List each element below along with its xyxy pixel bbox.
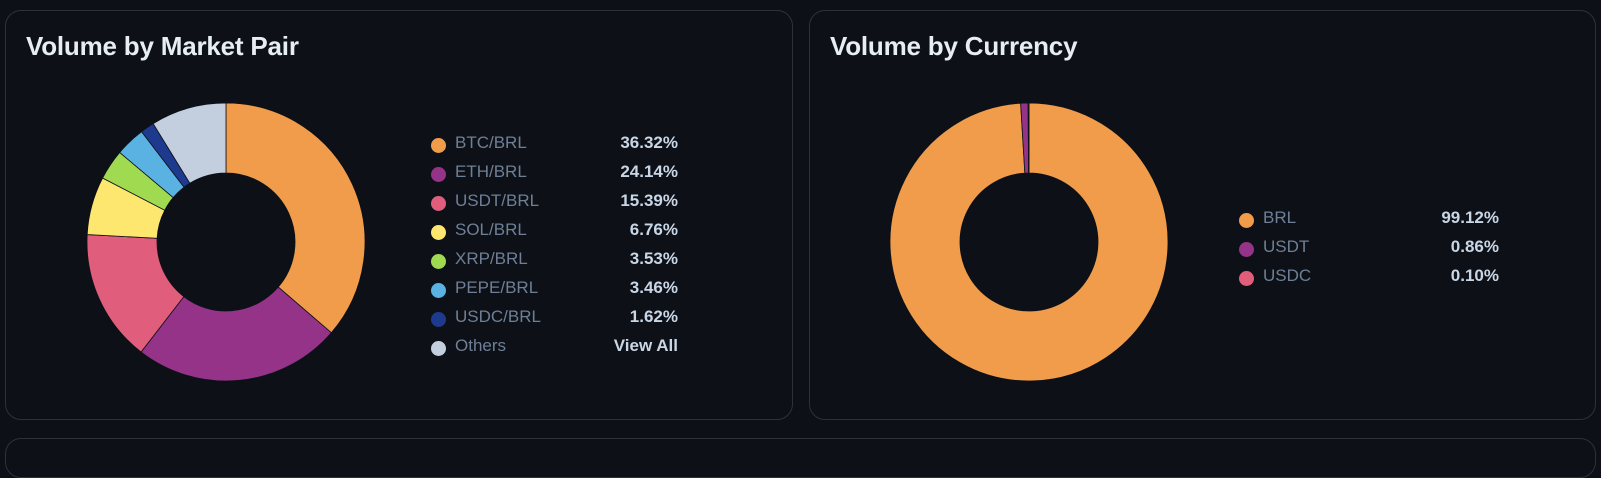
legend-item-eth-brl: ETH/BRL 24.14% [431,158,691,187]
legend-item-sol-brl: SOL/BRL 6.76% [431,216,691,245]
legend-label: XRP/BRL [455,249,528,268]
donut-slice-btc-brl[interactable] [225,102,366,334]
legend-value: 3.53% [629,249,678,268]
donut-slice-eth-brl[interactable] [140,286,332,382]
legend-label: ETH/BRL [455,162,527,181]
legend-color-dot [431,254,446,269]
legend-item-btc-brl: BTC/BRL 36.32% [431,129,691,158]
legend-item-usdt: USDT 0.86% [1239,233,1499,262]
legend-color-dot [431,196,446,211]
legend-item-usdc-brl: USDC/BRL 1.62% [431,303,691,332]
donut-slice-usdc[interactable] [1027,102,1030,174]
volume-by-currency-panel: Volume by Currency BRL 99.12% USDT 0.86% USD… [809,10,1596,420]
legend-value: 6.76% [629,220,678,239]
legend-color-dot [1239,213,1254,228]
currency-legend: BRL 99.12% USDT 0.86% USDC 0.10% [1239,204,1499,291]
legend-value: 1.62% [629,307,678,326]
legend-color-dot [431,283,446,298]
legend-label: USDT/BRL [455,191,540,210]
legend-label: SOL/BRL [455,220,527,239]
volume-by-market-pair-panel: Volume by Market Pair BTC/BRL 36.32% ETH/B… [5,10,793,420]
legend-value: 36.32% [620,133,678,152]
donut-slice-brl[interactable] [889,102,1169,382]
legend-value: 3.46% [629,278,678,297]
legend-color-dot [1239,242,1254,257]
panel-title-market-pair: Volume by Market Pair [26,31,299,61]
legend-item-pepe-brl: PEPE/BRL 3.46% [431,274,691,303]
legend-color-dot [431,167,446,182]
legend-label: Others [455,336,507,355]
legend-color-dot [431,341,446,356]
legend-color-dot [1239,271,1254,286]
legend-color-dot [431,138,446,153]
legend-label: BTC/BRL [455,133,527,152]
legend-value: 0.10% [1450,266,1499,285]
view-all-link[interactable]: View All [613,336,678,355]
legend-value: 24.14% [620,162,678,181]
donut-slice-others[interactable] [152,102,227,184]
legend-color-dot [431,312,446,327]
legend-label: BRL [1263,208,1297,227]
legend-label: USDC [1263,266,1312,285]
legend-value: 0.86% [1450,237,1499,256]
panel-title-currency: Volume by Currency [830,31,1078,61]
legend-value: 99.12% [1441,208,1499,227]
legend-color-dot [431,225,446,240]
legend-item-usdc: USDC 0.10% [1239,262,1499,291]
legend-label: USDT [1263,237,1310,256]
currency-donut-chart [889,102,1169,382]
legend-label: USDC/BRL [455,307,541,326]
legend-item-brl: BRL 99.12% [1239,204,1499,233]
legend-item-usdt-brl: USDT/BRL 15.39% [431,187,691,216]
next-panel-edge [5,438,1596,478]
market-pair-legend: BTC/BRL 36.32% ETH/BRL 24.14% USDT/BRL 15.39%… [431,129,691,361]
legend-label: PEPE/BRL [455,278,539,297]
legend-item-others: Others View All [431,332,691,361]
legend-item-xrp-brl: XRP/BRL 3.53% [431,245,691,274]
legend-value: 15.39% [620,191,678,210]
market-pair-donut-chart [86,102,366,382]
